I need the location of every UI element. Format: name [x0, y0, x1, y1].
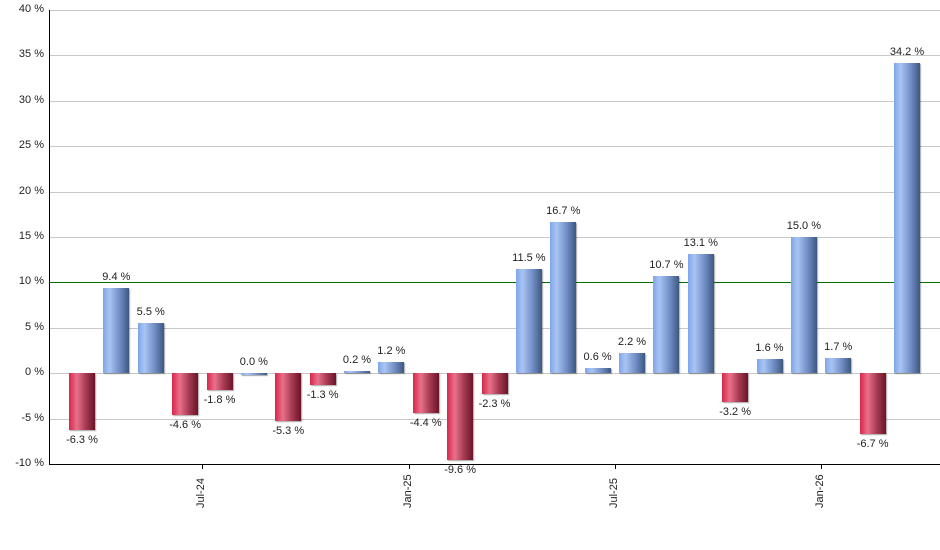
bar: [687, 254, 714, 374]
x-tick: [202, 464, 203, 469]
y-tick-label: 35 %: [18, 48, 44, 60]
y-tick-label: 15 %: [18, 230, 44, 242]
bar: [309, 373, 336, 385]
bar: [619, 353, 645, 374]
x-tick: [409, 464, 410, 469]
bar: [447, 373, 474, 461]
bar-value-label: 11.5 %: [512, 251, 546, 264]
reference-line: [49, 282, 940, 283]
x-tick-label: Jan-25: [402, 474, 414, 508]
bar: [825, 357, 852, 374]
x-tick-label: Jan-26: [814, 474, 826, 508]
bar-value-label: -1.8 %: [203, 393, 236, 406]
bar: [172, 373, 199, 415]
bar-value-label: 1.7 %: [824, 340, 853, 353]
x-tick: [615, 464, 616, 469]
bar-value-label: -2.3 %: [478, 398, 511, 411]
bar: [137, 323, 164, 374]
bar-value-label: -4.6 %: [169, 418, 202, 431]
y-axis: [49, 10, 50, 464]
bar: [344, 371, 370, 374]
bar-value-label: 0.2 %: [342, 354, 372, 367]
gridline: [49, 55, 940, 56]
bar: [584, 367, 611, 374]
bar-value-label: 0.0 %: [239, 356, 268, 369]
y-tick-label: 10 %: [18, 275, 44, 287]
gridline: [49, 192, 940, 193]
bar: [722, 373, 749, 403]
x-tick: [821, 464, 822, 469]
x-axis: [49, 464, 940, 465]
y-tick-label: 0 %: [25, 366, 44, 378]
bar-value-label: 1.2 %: [377, 345, 406, 358]
bar-value-label: 9.4 %: [102, 270, 131, 283]
bar-value-label: 5.5 %: [136, 306, 165, 319]
bar-value-label: -5.3 %: [272, 425, 305, 438]
bar: [240, 373, 267, 375]
gridline: [49, 328, 940, 329]
bar-value-label: 13.1 %: [683, 237, 718, 250]
bar-value-label: 2.2 %: [617, 336, 647, 349]
bar-value-label: -6.3 %: [66, 434, 98, 447]
x-tick-label: Jul-24: [195, 478, 207, 508]
bar: [275, 373, 302, 422]
y-tick-label: 5 %: [25, 321, 44, 333]
bar-value-label: 34.2 %: [889, 45, 925, 58]
y-tick-label: -10 %: [15, 457, 44, 469]
bar: [103, 287, 130, 374]
bar-value-label: -4.4 %: [409, 417, 442, 430]
bar: [206, 373, 233, 390]
bar-value-label: 16.7 %: [546, 204, 581, 217]
bar: [481, 373, 508, 395]
bar: [378, 362, 405, 374]
gridline: [49, 146, 940, 147]
bar-value-label: -3.2 %: [719, 406, 752, 419]
y-tick-label: 25 %: [18, 139, 44, 151]
bar: [894, 62, 920, 374]
gridline: [49, 10, 940, 11]
y-tick-label: 20 %: [18, 185, 44, 197]
bar-value-label: -9.6 %: [444, 464, 477, 477]
bar-value-label: 1.6 %: [755, 341, 784, 354]
bar: [756, 358, 783, 374]
bar-value-label: 10.7 %: [649, 259, 684, 272]
bar: [515, 268, 542, 374]
bar: [412, 373, 439, 414]
y-tick-label: -5 %: [21, 412, 44, 424]
bar-value-label: -1.3 %: [306, 389, 339, 401]
bar: [69, 373, 95, 431]
bar-value-label: 15.0 %: [786, 220, 821, 232]
bar: [653, 276, 680, 374]
bar: [550, 221, 577, 374]
bar-value-label: -6.7 %: [856, 438, 889, 451]
bar: [790, 237, 817, 374]
gridline: [49, 419, 940, 420]
gridline: [49, 101, 940, 102]
bar: [859, 373, 886, 435]
gridline: [49, 237, 940, 238]
y-tick-label: 40 %: [18, 3, 44, 15]
x-tick-label: Jul-25: [608, 478, 620, 508]
y-tick-label: 30 %: [18, 94, 44, 106]
bar-value-label: 0.6 %: [583, 350, 612, 363]
